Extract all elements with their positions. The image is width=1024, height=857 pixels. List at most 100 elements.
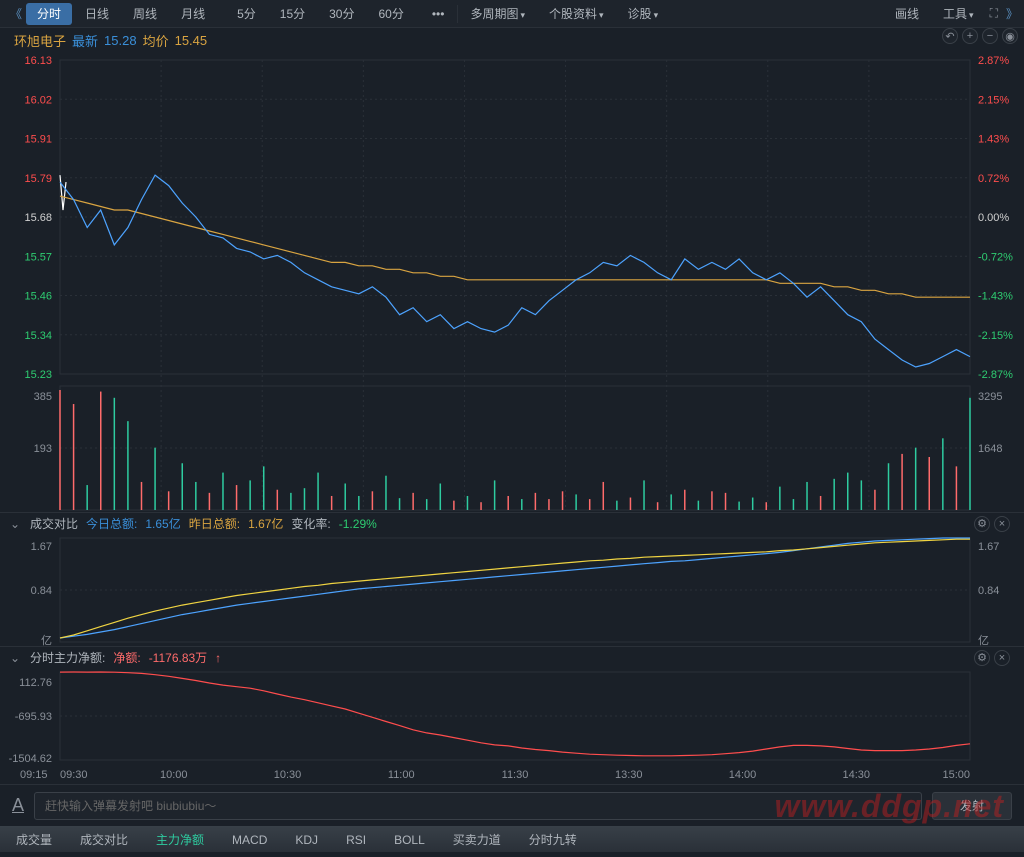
indicator-tab-主力净额[interactable]: 主力净额 — [142, 829, 218, 851]
svg-text:09:15: 09:15 — [20, 769, 48, 781]
period-tab-15分[interactable]: 15分 — [269, 3, 316, 25]
fullscreen-icon[interactable]: ⛶ — [990, 6, 998, 21]
yest-total-label: 昨日总额: — [189, 515, 240, 532]
svg-text:-695.93: -695.93 — [15, 711, 52, 723]
svg-text:-2.87%: -2.87% — [978, 369, 1013, 381]
net-settings-icon[interactable]: ⚙ — [974, 650, 990, 666]
indicator-bar: 成交量成交对比主力净额MACDKDJRSIBOLL买卖力道分时九转 — [0, 826, 1024, 852]
font-icon[interactable]: A — [12, 795, 24, 816]
compare-title: 成交对比 — [30, 515, 78, 532]
svg-text:15.79: 15.79 — [24, 173, 52, 185]
indicator-tab-BOLL[interactable]: BOLL — [380, 829, 439, 851]
svg-text:15:00: 15:00 — [942, 769, 970, 781]
menu-诊股[interactable]: 诊股▾ — [620, 4, 667, 24]
indicator-tab-MACD[interactable]: MACD — [218, 829, 281, 851]
net-label: 净额: — [113, 649, 140, 666]
svg-text:385: 385 — [34, 391, 52, 403]
compare-chart-area[interactable]: 1.671.670.840.84亿亿 — [0, 534, 1024, 646]
price-chart-area[interactable]: 16.13 2.87% 16.02 2.15% 15.91 1.43% 15.79 0.72%… — [0, 52, 1024, 512]
period-tab-日线[interactable]: 日线 — [74, 3, 120, 25]
svg-text:15.34: 15.34 — [24, 330, 52, 342]
svg-text:1.43%: 1.43% — [978, 134, 1009, 146]
draw-tool[interactable]: 画线 — [887, 2, 927, 25]
reset-icon[interactable]: ◉ — [1002, 28, 1018, 44]
net-chart-area[interactable]: 112.76 -695.93 -1504.62 — [0, 668, 1024, 764]
indicator-tab-分时九转[interactable]: 分时九转 — [515, 829, 591, 851]
stock-name: 环旭电子 — [14, 31, 66, 50]
compare-header: ⌄ 成交对比 今日总额: 1.65亿 昨日总额: 1.67亿 变化率: -1.2… — [0, 512, 1024, 534]
svg-text:15.46: 15.46 — [24, 291, 52, 303]
svg-text:15.91: 15.91 — [24, 134, 52, 146]
zoom-in-icon[interactable]: + — [962, 28, 978, 44]
nav-forward-icon[interactable]: 》 — [1006, 5, 1018, 22]
send-button[interactable]: 发射 — [932, 792, 1012, 820]
svg-text:10:30: 10:30 — [274, 769, 302, 781]
net-value: -1176.83万 — [149, 649, 207, 666]
more-periods[interactable]: ••• — [425, 3, 452, 25]
svg-text:亿: 亿 — [41, 634, 52, 646]
collapse-net-icon[interactable]: ⌄ — [8, 651, 22, 665]
svg-text:16.13: 16.13 — [24, 55, 52, 67]
undo-icon[interactable]: ↶ — [942, 28, 958, 44]
compare-settings-icon[interactable]: ⚙ — [974, 516, 990, 532]
compare-close-icon[interactable]: × — [994, 516, 1010, 532]
change-value: -1.29% — [339, 517, 377, 531]
svg-text:亿: 亿 — [978, 634, 989, 646]
net-header: ⌄ 分时主力净额: 净额: -1176.83万 ↑ ⚙ × — [0, 646, 1024, 668]
svg-text:-2.15%: -2.15% — [978, 330, 1013, 342]
svg-text:-1504.62: -1504.62 — [9, 753, 52, 764]
svg-text:15.23: 15.23 — [24, 369, 52, 381]
svg-text:16.02: 16.02 — [24, 94, 52, 106]
zoom-out-icon[interactable]: − — [982, 28, 998, 44]
danmu-placeholder: 赶快输入弹幕发射吧 biubiubiu～ — [45, 797, 216, 814]
nav-back-icon[interactable]: 《 — [6, 5, 26, 22]
latest-value: 15.28 — [104, 33, 137, 48]
period-tab-月线[interactable]: 月线 — [170, 3, 216, 25]
net-title: 分时主力净额: — [30, 649, 105, 666]
svg-text:0.72%: 0.72% — [978, 173, 1009, 185]
svg-text:-0.72%: -0.72% — [978, 251, 1013, 263]
svg-text:1.67: 1.67 — [978, 541, 999, 553]
indicator-tab-成交对比[interactable]: 成交对比 — [66, 829, 142, 851]
collapse-compare-icon[interactable]: ⌄ — [8, 517, 22, 531]
svg-text:14:00: 14:00 — [729, 769, 757, 781]
menu-多周期图[interactable]: 多周期图▾ — [462, 4, 533, 24]
period-tab-5分[interactable]: 5分 — [226, 3, 267, 25]
period-tab-60分[interactable]: 60分 — [367, 3, 414, 25]
yest-total-value: 1.67亿 — [248, 515, 283, 532]
net-arrow-icon: ↑ — [215, 651, 221, 665]
change-label: 变化率: — [291, 515, 330, 532]
indicator-tab-买卖力道[interactable]: 买卖力道 — [439, 829, 515, 851]
svg-text:10:00: 10:00 — [160, 769, 188, 781]
avg-label: 均价 — [143, 31, 169, 50]
menu-个股资料[interactable]: 个股资料▾ — [541, 4, 612, 24]
indicator-tab-KDJ[interactable]: KDJ — [281, 829, 332, 851]
indicator-tab-成交量[interactable]: 成交量 — [2, 829, 66, 851]
danmu-input[interactable]: 赶快输入弹幕发射吧 biubiubiu～ — [34, 792, 922, 820]
svg-text:2.15%: 2.15% — [978, 94, 1009, 106]
indicator-tab-RSI[interactable]: RSI — [332, 829, 380, 851]
svg-text:112.76: 112.76 — [19, 677, 52, 689]
svg-text:15.57: 15.57 — [24, 251, 52, 263]
period-toolbar: 《 分时日线周线月线5分15分30分60分 ••• 多周期图▾个股资料▾诊股▾ … — [0, 0, 1024, 28]
svg-text:1648: 1648 — [978, 443, 1002, 455]
svg-text:09:30: 09:30 — [60, 769, 88, 781]
today-total-label: 今日总额: — [86, 515, 137, 532]
svg-text:3295: 3295 — [978, 391, 1002, 403]
svg-text:0.84: 0.84 — [978, 585, 999, 597]
svg-text:-1.43%: -1.43% — [978, 291, 1013, 303]
latest-label: 最新 — [72, 31, 98, 50]
svg-text:2.87%: 2.87% — [978, 55, 1009, 67]
svg-text:15.68: 15.68 — [24, 212, 52, 224]
tools-menu[interactable]: 工具▾ — [935, 2, 982, 25]
time-axis: 09:1509:3010:0010:3011:0011:3013:3014:00… — [0, 764, 1024, 784]
today-total-value: 1.65亿 — [145, 515, 180, 532]
period-tab-30分[interactable]: 30分 — [318, 3, 365, 25]
period-tab-周线[interactable]: 周线 — [122, 3, 168, 25]
svg-text:193: 193 — [34, 443, 52, 455]
net-close-icon[interactable]: × — [994, 650, 1010, 666]
svg-text:1.67: 1.67 — [31, 541, 52, 553]
avg-value: 15.45 — [175, 33, 208, 48]
period-tab-分时[interactable]: 分时 — [26, 3, 72, 25]
svg-text:13:30: 13:30 — [615, 769, 643, 781]
